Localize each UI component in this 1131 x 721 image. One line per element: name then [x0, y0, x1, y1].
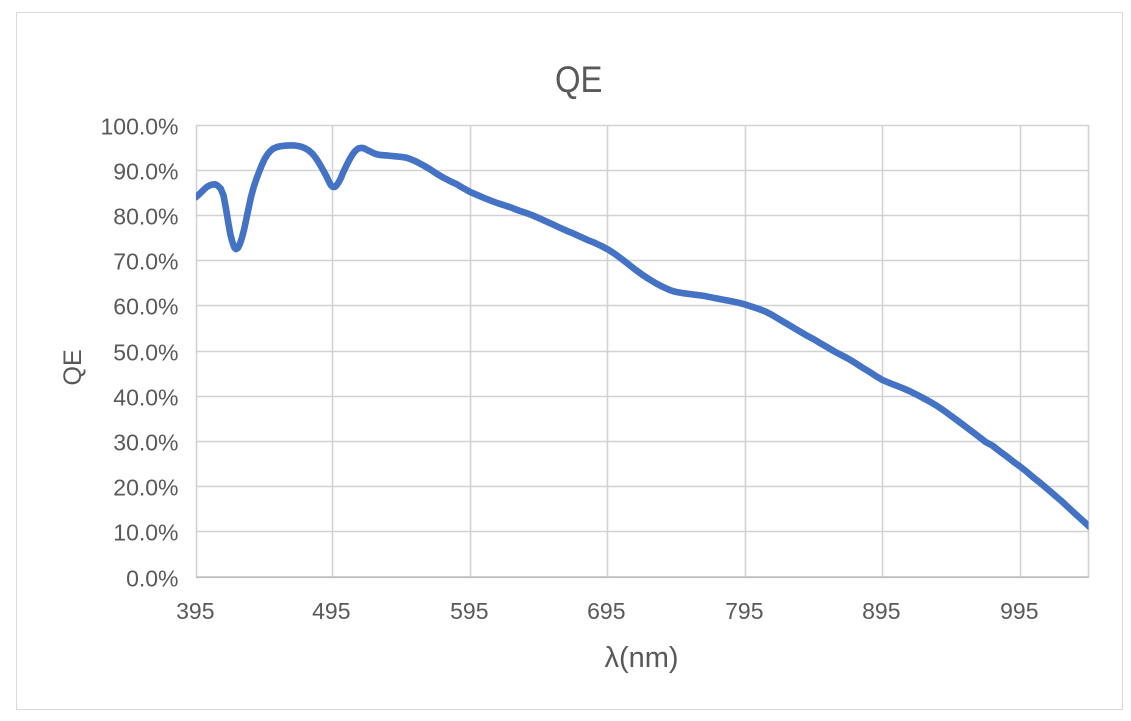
svg-text:60.0%: 60.0%: [113, 294, 178, 320]
svg-text:70.0%: 70.0%: [113, 249, 178, 275]
svg-text:100.0%: 100.0%: [100, 114, 178, 140]
svg-text:795: 795: [725, 598, 763, 624]
svg-text:80.0%: 80.0%: [113, 204, 178, 230]
svg-text:30.0%: 30.0%: [113, 430, 178, 456]
svg-text:50.0%: 50.0%: [113, 340, 178, 366]
svg-text:995: 995: [1000, 598, 1038, 624]
svg-text:λ(nm): λ(nm): [604, 642, 678, 674]
svg-text:495: 495: [312, 598, 350, 624]
svg-text:695: 695: [587, 598, 625, 624]
svg-text:0.0%: 0.0%: [126, 566, 178, 592]
svg-text:895: 895: [862, 598, 900, 624]
svg-text:595: 595: [450, 598, 488, 624]
svg-text:395: 395: [176, 598, 214, 624]
svg-text:QE: QE: [59, 349, 87, 385]
svg-text:QE: QE: [555, 59, 603, 100]
svg-text:90.0%: 90.0%: [113, 159, 178, 185]
svg-text:40.0%: 40.0%: [113, 385, 178, 411]
svg-text:20.0%: 20.0%: [113, 475, 178, 501]
svg-text:10.0%: 10.0%: [113, 520, 178, 546]
